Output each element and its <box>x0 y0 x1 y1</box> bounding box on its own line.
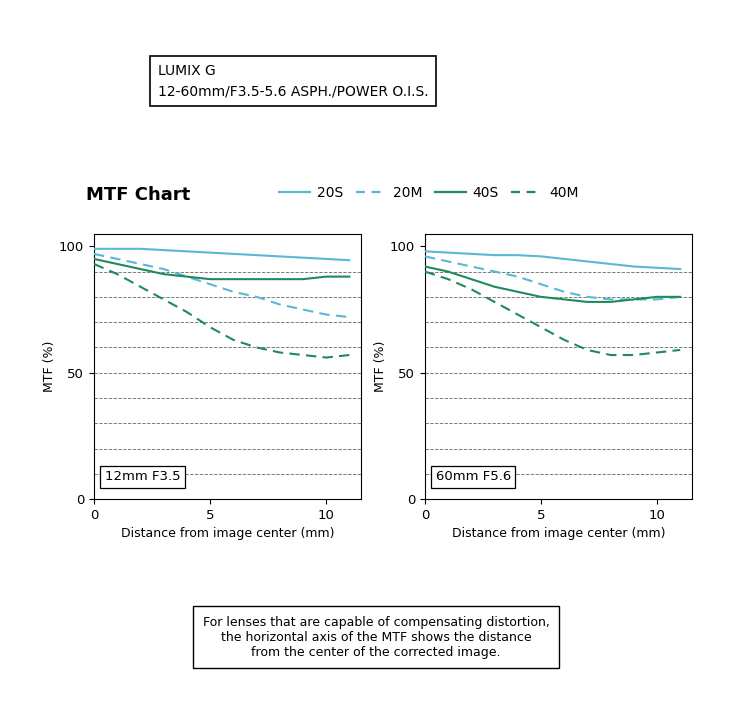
X-axis label: Distance from image center (mm): Distance from image center (mm) <box>121 527 334 540</box>
Text: MTF Chart: MTF Chart <box>86 185 191 204</box>
Legend: 20S, 20M, 40S, 40M: 20S, 20M, 40S, 40M <box>274 181 584 205</box>
Text: For lenses that are capable of compensating distortion,
the horizontal axis of t: For lenses that are capable of compensat… <box>202 616 550 658</box>
X-axis label: Distance from image center (mm): Distance from image center (mm) <box>452 527 665 540</box>
Text: LUMIX G
12-60mm/F3.5-5.6 ASPH./POWER O.I.S.: LUMIX G 12-60mm/F3.5-5.6 ASPH./POWER O.I… <box>158 64 429 98</box>
Y-axis label: MTF (%): MTF (%) <box>44 341 56 392</box>
Text: 60mm F5.6: 60mm F5.6 <box>435 470 511 483</box>
Text: 12mm F3.5: 12mm F3.5 <box>105 470 180 483</box>
Y-axis label: MTF (%): MTF (%) <box>374 341 387 392</box>
